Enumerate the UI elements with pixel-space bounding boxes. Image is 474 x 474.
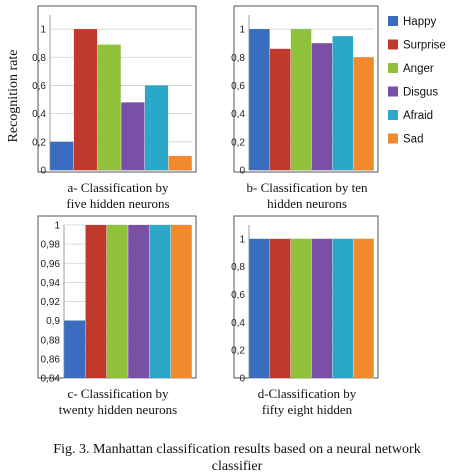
legend-label-sad: Sad <box>403 134 423 146</box>
y-tick-label: 0,88 <box>41 335 61 346</box>
panel-subtitle-line-2: five hidden neurons <box>66 196 169 211</box>
chart-panel-3: 0,84 0,86 0,88 0,9 0,92 0,94 0,96 0,98 1 c- Class… <box>37 215 197 417</box>
y-tick-label: 0,8 <box>32 53 46 64</box>
y-tick-label: 0,4 <box>231 318 245 329</box>
bar-sad <box>168 155 192 170</box>
bar-sad <box>170 225 192 378</box>
panel-frame <box>37 5 197 173</box>
caption-line-1: Fig. 3. Manhattan classification results… <box>53 442 420 457</box>
bar-surprise <box>73 29 98 170</box>
caption-line-2: classifier <box>212 459 263 474</box>
bar-disgus <box>311 238 333 378</box>
bar-afraid <box>149 225 171 378</box>
bar-afraid <box>332 238 353 378</box>
bar-surprise <box>270 48 291 171</box>
panel-subtitle-line-2: fifty eight hidden <box>262 402 353 417</box>
legend-swatch-happy <box>388 16 398 26</box>
panel-subtitle-line-1: b- Classification by ten <box>247 180 368 195</box>
panel-frame <box>233 5 379 173</box>
y-tick-label: 0,6 <box>231 81 245 92</box>
y-tick-label: 1 <box>239 25 245 36</box>
y-axis-label: Recognition rate <box>6 50 21 143</box>
y-tick-label: 0,92 <box>41 297 61 308</box>
legend-swatch-afraid <box>388 110 398 120</box>
y-tick-label: 1 <box>239 234 245 245</box>
bar-anger <box>106 225 128 378</box>
legend-swatch-anger <box>388 63 398 73</box>
bar-afraid <box>144 85 169 170</box>
y-tick-label: 0 <box>239 374 245 385</box>
y-tick-label: 0,6 <box>231 290 245 301</box>
y-tick-label: 1 <box>54 221 60 232</box>
bar-anger <box>290 29 312 170</box>
legend-swatch-sad <box>388 133 398 144</box>
y-tick-label: 0 <box>40 166 46 177</box>
legend: Happy Surprise Anger Disgus Afraid Sad <box>388 16 446 146</box>
panel-subtitle-line-1: a- Classification by <box>67 180 169 195</box>
bar-disgus <box>311 43 333 170</box>
legend-swatch-surprise <box>388 39 398 50</box>
panel-subtitle-line-2: twenty hidden neurons <box>59 402 177 417</box>
y-tick-label: 0,96 <box>41 259 61 270</box>
panel-subtitle-line-1: d-Classification by <box>258 386 357 401</box>
y-tick-label: 0,6 <box>32 81 46 92</box>
y-tick-label: 0,98 <box>41 240 61 251</box>
legend-label-anger: Anger <box>403 63 434 75</box>
y-tick-label: 0,86 <box>41 354 61 365</box>
bar-surprise <box>85 225 107 378</box>
y-tick-label: 0,2 <box>231 137 245 148</box>
bar-happy <box>50 141 74 170</box>
chart-panel-2: 0 0,2 0,4 0,6 0,8 1 b- Classification by tenhi… <box>231 5 379 211</box>
legend-swatch-disgus <box>388 86 398 97</box>
y-tick-label: 0,2 <box>231 346 245 357</box>
y-tick-label: 0,94 <box>41 278 61 289</box>
bar-sad <box>353 57 374 170</box>
y-tick-label: 0 <box>239 166 245 177</box>
y-tick-label: 0,4 <box>231 109 245 120</box>
bar-anger <box>97 44 121 170</box>
legend-label-afraid: Afraid <box>403 110 433 122</box>
y-tick-label: 0,4 <box>32 109 46 120</box>
bar-afraid <box>332 36 353 170</box>
bar-happy <box>64 320 86 378</box>
panel-subtitle-line-1: c- Classification by <box>67 386 169 401</box>
panel-subtitle-line-2: hidden neurons <box>267 196 347 211</box>
y-tick-label: 0,84 <box>41 374 61 385</box>
bar-happy <box>249 29 270 170</box>
bar-sad <box>353 238 374 378</box>
legend-label-happy: Happy <box>403 16 436 28</box>
y-tick-label: 0,8 <box>231 53 245 64</box>
bar-surprise <box>270 238 291 378</box>
y-tick-label: 0,9 <box>46 316 60 327</box>
legend-label-disgus: Disgus <box>403 87 438 99</box>
bar-happy <box>249 238 270 378</box>
bar-anger <box>290 238 312 378</box>
bar-disgus <box>128 225 150 378</box>
y-tick-label: 0,2 <box>32 137 46 148</box>
bar-disgus <box>121 102 145 170</box>
y-tick-label: 0,8 <box>231 262 245 273</box>
legend-label-surprise: Surprise <box>403 40 446 52</box>
y-tick-label: 1 <box>40 25 46 36</box>
